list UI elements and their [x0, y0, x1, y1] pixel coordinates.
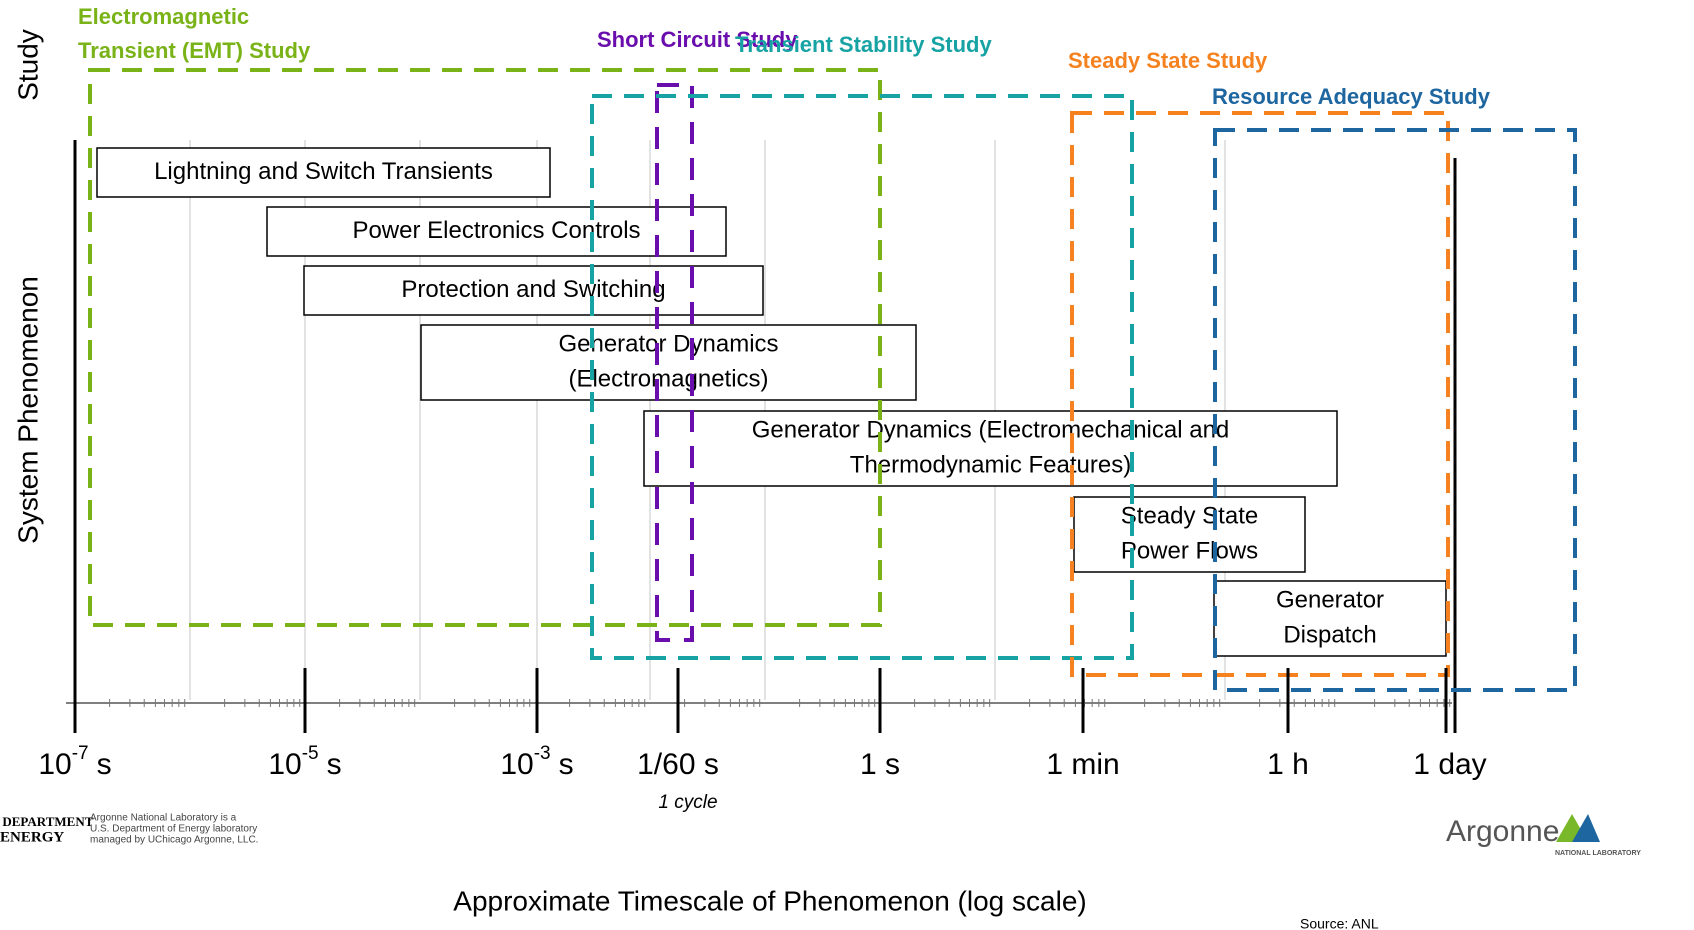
doe-note: managed by UChicago Argonne, LLC. — [90, 835, 258, 846]
study-label: Resource Adequacy Study — [1212, 84, 1491, 109]
tick-text: 10 — [500, 748, 533, 781]
phenomenon-label: Power Flows — [1121, 537, 1258, 564]
logo-subtext: NATIONAL LABORATORY — [1555, 850, 1641, 857]
study-label: Transient Stability Study — [735, 32, 992, 57]
tick-exponent: -5 — [302, 743, 319, 764]
tick-label: 10-3 s — [500, 743, 573, 781]
phenomenon-box — [1213, 580, 1447, 657]
phenomenon-label: Power Electronics Controls — [352, 217, 640, 244]
tick-unit: s — [327, 748, 342, 781]
tick-label: 1 h — [1267, 748, 1309, 781]
tick-text: 1 s — [860, 748, 900, 781]
study-label: Steady State Study — [1068, 48, 1268, 73]
study-box — [88, 68, 882, 627]
phenomenon-label: Generator Dynamics — [558, 330, 778, 357]
tick-label: 10-5 s — [268, 743, 341, 781]
tick-unit: s — [559, 748, 574, 781]
phenomenon-label: Generator Dynamics (Electromechanical an… — [752, 416, 1230, 443]
tick-exponent: -3 — [534, 743, 551, 764]
doe-name: OF ENERGY — [0, 829, 64, 845]
tick-label: 1 s — [860, 748, 900, 781]
phenomenon-label: Thermodynamic Features) — [850, 451, 1131, 478]
study-box — [1070, 111, 1450, 677]
doe-name: U.S. DEPARTMENT — [0, 814, 94, 829]
study-box — [590, 94, 1134, 660]
phenomenon-label: Steady State — [1121, 502, 1258, 529]
logo-mark — [1572, 814, 1600, 842]
phenomenon-box — [420, 324, 917, 401]
phenomenon-box — [266, 206, 727, 257]
study-label: Electromagnetic — [78, 4, 249, 29]
y-label-phenomenon: System Phenomenon — [12, 276, 43, 544]
tick-label: 1 min — [1046, 748, 1119, 781]
y-label-study: Study — [12, 29, 43, 101]
axis-title: Approximate Timescale of Phenomenon (log… — [453, 885, 1086, 916]
phenomenon-box — [303, 265, 764, 316]
tick-exponent: -7 — [72, 743, 89, 764]
tick-text: 10 — [268, 748, 301, 781]
study-box — [1213, 128, 1577, 692]
doe-note: U.S. Department of Energy laboratory — [90, 824, 257, 835]
tick-text: 1 h — [1267, 748, 1309, 781]
tick-text: 1 min — [1046, 748, 1119, 781]
phenomenon-label: Lightning and Switch Transients — [154, 158, 493, 185]
tick-label: 1/60 s — [637, 748, 719, 781]
study-label: Short Circuit Study — [597, 27, 798, 52]
phenomenon-label: Generator — [1276, 586, 1384, 613]
cycle-note: 1 cycle — [658, 792, 717, 813]
tick-text: 1/60 s — [637, 748, 719, 781]
logo-text: Argonne — [1446, 815, 1559, 848]
source: Source: ANL — [1300, 916, 1379, 930]
phenomenon-label: Dispatch — [1283, 621, 1376, 648]
doe-note: Argonne National Laboratory is a — [90, 813, 237, 824]
tick-label: 10-7 s — [38, 743, 111, 781]
phenomenon-label: Protection and Switching — [401, 276, 665, 303]
tick-label: 1 day — [1413, 748, 1486, 781]
tick-unit: s — [97, 748, 112, 781]
study-label: Transient (EMT) Study — [78, 38, 311, 63]
phenomenon-box — [643, 410, 1338, 487]
tick-text: 1 day — [1413, 748, 1486, 781]
phenomenon-box — [96, 147, 551, 198]
study-box — [655, 83, 694, 642]
tick-text: 10 — [38, 748, 71, 781]
phenomenon-label: (Electromagnetics) — [568, 365, 768, 392]
